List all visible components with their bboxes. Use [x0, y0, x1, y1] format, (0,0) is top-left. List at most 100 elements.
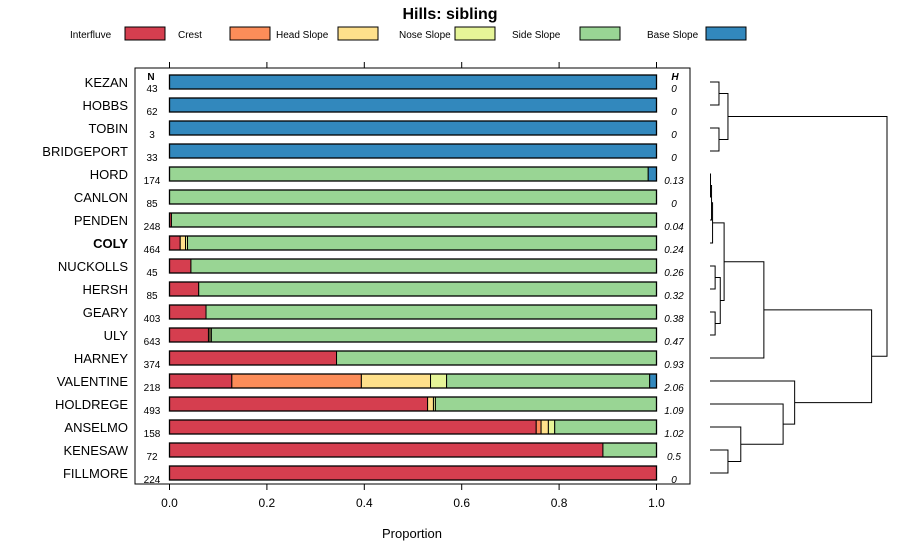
- legend-swatch-nose-slope: [454, 26, 496, 41]
- bar-segment-head-slope: [427, 396, 434, 412]
- row-label: HARNEY: [74, 351, 129, 366]
- row-bridgeport: BRIDGEPORT 33 0: [42, 143, 677, 164]
- n-value: 158: [144, 429, 161, 440]
- bar-segment-head-slope: [360, 373, 432, 389]
- h-column-header: H: [671, 72, 679, 83]
- legend-swatch-interfluve: [124, 26, 166, 41]
- x-tick-label: 0.8: [551, 496, 568, 510]
- n-value: 248: [144, 222, 161, 233]
- bar-segment-side-slope: [170, 212, 657, 228]
- bar-segment-interfluve: [169, 373, 233, 389]
- bar-outline: [168, 465, 658, 481]
- n-value: 62: [146, 107, 158, 118]
- bar-segment-side-slope: [210, 327, 658, 343]
- h-value: 0: [671, 107, 677, 118]
- h-value: 0.38: [664, 314, 684, 325]
- h-value: 0: [671, 153, 677, 164]
- row-hersh: HERSH 85 0.32: [82, 281, 684, 302]
- bar-outline: [168, 74, 658, 90]
- n-value: 85: [146, 199, 158, 210]
- legend-label-nose-slope: Nose Slope: [399, 30, 451, 41]
- bar-segment-interfluve: [169, 396, 429, 412]
- row-label: GEARY: [83, 305, 129, 320]
- row-label: KEZAN: [85, 75, 128, 90]
- dendrogram-branch: [710, 173, 712, 198]
- h-value: 0.13: [664, 176, 684, 187]
- legend: Interfluve Crest Head Slope Nose Slope Side …: [70, 26, 747, 41]
- bar-segment-interfluve: [169, 465, 657, 481]
- bar-segment-base-slope: [169, 120, 657, 136]
- x-tick-label: 0.6: [453, 496, 470, 510]
- row-label: KENESAW: [63, 443, 128, 458]
- bar-segment-head-slope: [540, 419, 549, 435]
- bar-segment-side-slope: [205, 304, 657, 320]
- n-value: 224: [144, 475, 161, 486]
- dendrogram: [710, 81, 888, 474]
- bar-segment-interfluve: [169, 327, 209, 343]
- h-value: 0: [671, 84, 677, 95]
- dendrogram-branch: [718, 93, 729, 140]
- dendrogram-branch: [710, 261, 765, 359]
- dendrogram-branch: [710, 426, 742, 462]
- row-label: COLY: [93, 236, 128, 251]
- bar-outline: [168, 373, 658, 389]
- bar-outline: [168, 419, 658, 435]
- x-tick-label: 0.4: [356, 496, 373, 510]
- dendrogram-branch: [710, 403, 784, 445]
- bar-outline: [168, 97, 658, 113]
- bar-outline: [168, 212, 658, 228]
- bar-outline: [168, 143, 658, 159]
- bar-segment-base-slope: [649, 373, 658, 389]
- bar-segment-side-slope: [602, 442, 657, 458]
- dendrogram-branch: [710, 265, 716, 290]
- n-column-header: N: [147, 72, 154, 83]
- bar-segment-crest: [231, 373, 362, 389]
- n-value: 85: [146, 291, 158, 302]
- legend-label-head-slope: Head Slope: [276, 30, 329, 41]
- h-value: 0: [671, 475, 677, 486]
- h-value: 0.93: [664, 360, 684, 371]
- legend-swatch-head-slope: [337, 26, 379, 41]
- bar-segment-interfluve: [169, 304, 207, 320]
- n-value: 43: [146, 84, 158, 95]
- n-value: 403: [144, 314, 161, 325]
- n-value: 643: [144, 337, 161, 348]
- row-hobbs: HOBBS 62 0: [82, 97, 677, 118]
- bar-outline: [168, 327, 658, 343]
- bar-segment-interfluve: [169, 235, 181, 251]
- row-hord: HORD 174 0.13: [90, 166, 684, 187]
- n-value: 464: [144, 245, 161, 256]
- bar-outline: [168, 189, 658, 205]
- legend-swatch-side-slope: [579, 26, 621, 41]
- bar-outline: [168, 166, 658, 182]
- bar-segment-side-slope: [198, 281, 657, 297]
- row-label: ULY: [104, 328, 129, 343]
- x-tick-label: 1.0: [648, 496, 665, 510]
- n-value: 45: [146, 268, 158, 279]
- n-value: 174: [144, 176, 161, 187]
- bar-segment-side-slope: [169, 166, 649, 182]
- h-value: 1.09: [664, 406, 684, 417]
- bar-segment-side-slope: [554, 419, 657, 435]
- dendrogram-branch: [710, 185, 713, 221]
- legend-label-interfluve: Interfluve: [70, 30, 112, 41]
- row-label: HERSH: [82, 282, 128, 297]
- row-label: TOBIN: [89, 121, 129, 136]
- chart-title: Hills: sibling: [402, 6, 497, 23]
- legend-label-crest: Crest: [178, 30, 202, 41]
- h-value: 0: [671, 199, 677, 210]
- h-value: 0.5: [667, 452, 681, 463]
- n-value: 3: [149, 130, 155, 141]
- bar-outline: [168, 304, 658, 320]
- x-axis-title: Proportion: [382, 526, 442, 541]
- row-label: BRIDGEPORT: [42, 144, 128, 159]
- row-uly: ULY 643 0.47: [104, 327, 684, 348]
- h-value: 0: [671, 130, 677, 141]
- row-label: PENDEN: [74, 213, 128, 228]
- n-value: 33: [146, 153, 158, 164]
- bar-segment-nose-slope: [547, 419, 556, 435]
- bar-outline: [168, 281, 658, 297]
- x-axis: 0.0 0.2 0.4 0.6 0.8 1.0: [161, 62, 665, 510]
- h-value: 2.06: [663, 383, 684, 394]
